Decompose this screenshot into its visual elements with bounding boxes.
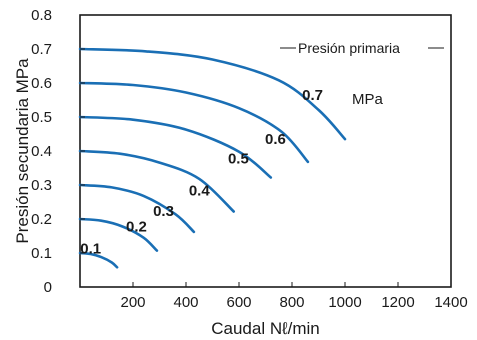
series-label: 0.2 bbox=[126, 219, 147, 236]
x-axis-title: Caudal Nℓ/min bbox=[211, 319, 319, 338]
legend-label: Presión primaria bbox=[298, 40, 400, 56]
series-label: 0.7 bbox=[302, 87, 323, 104]
series-line bbox=[78, 251, 119, 269]
y-tick-label: 0.3 bbox=[31, 177, 52, 194]
y-tick-label: 0.5 bbox=[31, 109, 52, 126]
y-axis-title: Presión secundaria MPa bbox=[13, 58, 32, 244]
legend-callout: Presión primaria bbox=[280, 40, 444, 56]
series-group: 0.1 0.2 0.3 0.4 0.5 0.6 0.7 bbox=[78, 47, 347, 269]
y-tick-label: 0.4 bbox=[31, 143, 52, 160]
y-tick-label: 0.7 bbox=[31, 41, 52, 58]
series-line bbox=[78, 217, 159, 252]
tick-group: 200 400 600 800 1000 1200 1400 0 0.1 0.2 0.3 0.4 0.5… bbox=[31, 7, 468, 311]
y-tick-label: 0.2 bbox=[31, 211, 52, 228]
series-label: 0.6 bbox=[265, 131, 286, 148]
series-line bbox=[78, 47, 347, 141]
y-tick-label: 0 bbox=[44, 279, 52, 296]
y-tick-label: 0.8 bbox=[31, 7, 52, 24]
series-line bbox=[78, 149, 235, 213]
x-tick-label: 600 bbox=[226, 294, 251, 311]
series-line bbox=[78, 183, 196, 234]
curve-unit-label: MPa bbox=[352, 91, 384, 108]
x-tick-label: 200 bbox=[120, 294, 145, 311]
series-label: 0.1 bbox=[80, 240, 101, 257]
series-label: 0.4 bbox=[189, 183, 211, 200]
x-tick-label: 400 bbox=[173, 294, 198, 311]
y-tick-label: 0.1 bbox=[31, 245, 52, 262]
series-label: 0.3 bbox=[153, 203, 174, 220]
x-tick-label: 1200 bbox=[381, 294, 414, 311]
series-label: 0.5 bbox=[228, 151, 249, 168]
x-tick-label: 1000 bbox=[328, 294, 361, 311]
y-tick-label: 0.6 bbox=[31, 75, 52, 92]
x-tick-label: 800 bbox=[279, 294, 304, 311]
series-line bbox=[78, 81, 310, 164]
series-line bbox=[78, 115, 273, 179]
x-tick-label: 1400 bbox=[434, 294, 467, 311]
